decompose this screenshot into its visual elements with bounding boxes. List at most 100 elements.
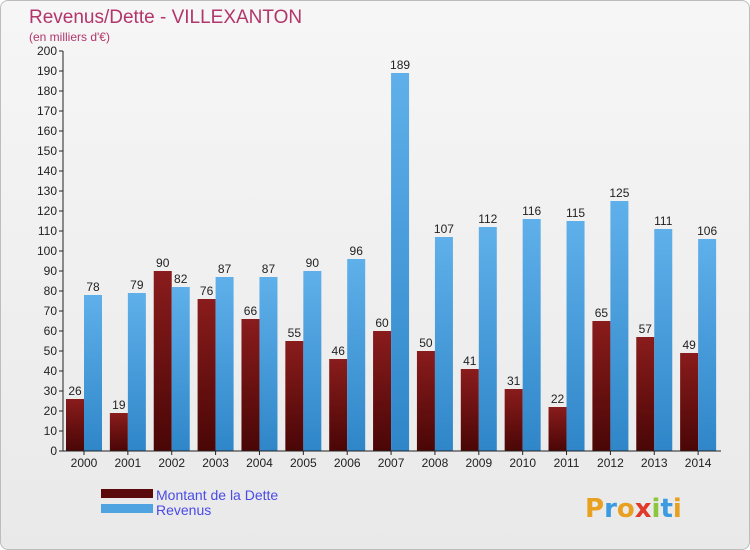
bar-revenue	[522, 219, 541, 451]
logo-letter: P	[585, 494, 604, 524]
x-axis: 2000 2001 2002 2003 2004 2005 2006 2007 2008 2009…	[63, 450, 721, 470]
data-label-debt: 65	[595, 306, 609, 320]
x-tick-label: 2014	[685, 456, 712, 470]
bar-debt	[636, 337, 655, 451]
bar-revenue	[127, 293, 146, 451]
bar-debt	[241, 319, 260, 451]
y-tick-label: 70	[44, 304, 58, 318]
bar-revenue	[391, 73, 410, 451]
data-label-debt: 50	[419, 336, 433, 350]
data-label-revenue: 78	[86, 280, 100, 294]
x-tick-label: 2000	[71, 456, 98, 470]
bar-revenue	[654, 229, 673, 451]
bar-debt	[197, 299, 216, 451]
data-label-debt: 49	[682, 338, 696, 352]
y-tick-label: 180	[37, 84, 57, 98]
data-label-revenue: 107	[434, 222, 454, 236]
data-label-revenue: 106	[697, 224, 717, 238]
y-tick-label: 130	[37, 184, 57, 198]
data-label-revenue: 87	[262, 262, 276, 276]
x-tick-label: 2001	[115, 456, 142, 470]
y-tick-label: 110	[38, 224, 57, 238]
logo-letter: o	[617, 494, 635, 524]
y-tick-label: 120	[37, 204, 57, 218]
bar-revenue	[434, 237, 453, 451]
chart-subtitle: (en milliers d'€)	[29, 30, 110, 44]
legend-swatch-revenue	[101, 504, 153, 513]
data-label-revenue: 125	[609, 186, 629, 200]
data-label-debt: 46	[332, 344, 346, 358]
chart-title: Revenus/Dette - VILLEXANTON	[29, 7, 302, 28]
bar-debt	[680, 353, 699, 451]
x-tick-label: 2003	[202, 456, 229, 470]
x-tick-label: 2011	[554, 456, 580, 470]
bar-debt	[592, 321, 611, 451]
data-label-debt: 60	[375, 316, 389, 330]
data-label-debt: 66	[244, 304, 258, 318]
data-label-revenue: 82	[174, 272, 188, 286]
x-tick-label: 2004	[246, 456, 273, 470]
y-axis: 0 10 20 30 40 50 60 70 80 90 100 110 120 130 140 150 160…	[37, 44, 64, 458]
data-label-debt: 26	[68, 384, 82, 398]
logo-letter: i	[652, 494, 661, 524]
bar-revenue	[171, 287, 190, 451]
data-label-debt: 55	[288, 326, 302, 340]
data-label-debt: 22	[551, 392, 565, 406]
x-tick-label: 2012	[597, 456, 624, 470]
logo-letter: t	[660, 494, 672, 524]
y-tick-label: 10	[44, 424, 58, 438]
bar-revenue	[303, 271, 322, 451]
bar-revenue	[84, 295, 102, 451]
y-tick-label: 0	[50, 444, 57, 458]
y-tick-label: 30	[44, 384, 58, 398]
bar-revenue	[698, 239, 717, 451]
bar-debt	[460, 369, 479, 451]
x-tick-label: 2007	[378, 456, 405, 470]
bar-debt	[548, 407, 567, 451]
legend-swatch-debt	[101, 489, 153, 498]
y-tick-label: 100	[37, 244, 57, 258]
y-tick-label: 40	[44, 364, 58, 378]
legend-label-revenue: Revenus	[156, 502, 211, 518]
y-tick-label: 150	[37, 144, 57, 158]
bar-debt	[329, 359, 348, 451]
data-label-debt: 41	[463, 354, 477, 368]
x-tick-label: 2002	[158, 456, 185, 470]
data-label-revenue: 111	[654, 214, 673, 228]
data-label-revenue: 79	[130, 278, 144, 292]
y-tick-label: 80	[44, 284, 58, 298]
data-label-debt: 76	[200, 284, 214, 298]
bar-revenue	[347, 259, 366, 451]
data-label-revenue: 189	[390, 58, 410, 72]
y-tick-label: 90	[44, 264, 58, 278]
data-label-revenue: 112	[478, 212, 497, 226]
bar-debt	[109, 413, 128, 451]
y-tick-label: 170	[37, 104, 57, 118]
legend-label-debt: Montant de la Dette	[156, 487, 278, 503]
bar-revenue	[610, 201, 629, 451]
logo-letter: r	[604, 494, 617, 524]
data-label-revenue: 96	[350, 244, 364, 258]
bar-revenue	[259, 277, 278, 451]
bar-debt	[373, 331, 392, 451]
x-tick-label: 2005	[290, 456, 317, 470]
y-tick-label: 190	[37, 64, 57, 78]
data-label-revenue: 115	[566, 206, 585, 220]
bar-debt	[504, 389, 523, 451]
data-label-debt: 19	[112, 398, 126, 412]
y-tick-label: 160	[37, 124, 57, 138]
legend: Montant de la Dette Revenus	[101, 487, 278, 518]
x-tick-label: 2008	[422, 456, 449, 470]
x-tick-label: 2009	[465, 456, 492, 470]
y-tick-label: 20	[44, 404, 58, 418]
bar-revenue	[566, 221, 585, 451]
y-tick-label: 50	[44, 344, 58, 358]
bars-group: 26 78 19 79 90 82 76 87 66 87 55 90 46 96 60 189 50 107 41…	[66, 58, 717, 451]
y-tick-label: 200	[37, 44, 57, 58]
bar-debt	[66, 399, 84, 451]
data-label-revenue: 116	[522, 204, 541, 218]
data-label-debt: 31	[507, 374, 521, 388]
x-tick-label: 2010	[509, 456, 536, 470]
